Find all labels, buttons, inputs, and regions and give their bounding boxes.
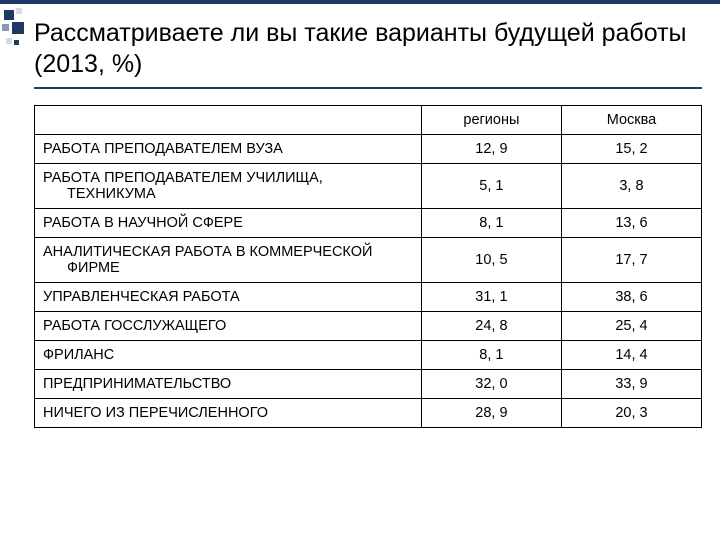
row-val-regions: 31, 1	[421, 282, 561, 311]
row-val-regions: 5, 1	[421, 163, 561, 208]
row-val-regions: 32, 0	[421, 369, 561, 398]
deco-square	[2, 24, 9, 31]
row-label-line2: ТЕХНИКУМА	[43, 186, 413, 202]
row-val-regions: 24, 8	[421, 311, 561, 340]
table-row: РАБОТА В НАУЧНОЙ СФЕРЕ8, 113, 6	[35, 208, 702, 237]
row-label: РАБОТА В НАУЧНОЙ СФЕРЕ	[35, 208, 422, 237]
row-label: РАБОТА ПРЕПОДАВАТЕЛЕМ ВУЗА	[35, 134, 422, 163]
decorative-top-bar	[0, 0, 720, 4]
table-row: ПРЕДПРИНИМАТЕЛЬСТВО32, 033, 9	[35, 369, 702, 398]
row-label-line2: ФИРМЕ	[43, 260, 413, 276]
data-table: регионы Москва РАБОТА ПРЕПОДАВАТЕЛЕМ ВУЗ…	[34, 105, 702, 428]
header-col-1: регионы	[421, 105, 561, 134]
decorative-left-squares	[0, 0, 24, 540]
table-row: АНАЛИТИЧЕСКАЯ РАБОТА В КОММЕРЧЕСКОЙФИРМЕ…	[35, 237, 702, 282]
row-label: РАБОТА ГОССЛУЖАЩЕГО	[35, 311, 422, 340]
table-body: РАБОТА ПРЕПОДАВАТЕЛЕМ ВУЗА12, 915, 2РАБО…	[35, 134, 702, 427]
header-empty	[35, 105, 422, 134]
row-val-moscow: 17, 7	[561, 237, 701, 282]
row-val-moscow: 25, 4	[561, 311, 701, 340]
table-row: УПРАВЛЕНЧЕСКАЯ РАБОТА31, 138, 6	[35, 282, 702, 311]
row-val-regions: 8, 1	[421, 340, 561, 369]
row-val-regions: 8, 1	[421, 208, 561, 237]
row-val-moscow: 15, 2	[561, 134, 701, 163]
table-row: РАБОТА ПРЕПОДАВАТЕЛЕМ ВУЗА12, 915, 2	[35, 134, 702, 163]
row-val-regions: 12, 9	[421, 134, 561, 163]
row-label: ФРИЛАНС	[35, 340, 422, 369]
row-val-moscow: 20, 3	[561, 398, 701, 427]
table-row: РАБОТА ГОССЛУЖАЩЕГО24, 825, 4	[35, 311, 702, 340]
slide-title: Рассматриваете ли вы такие варианты буду…	[34, 18, 702, 81]
row-val-moscow: 14, 4	[561, 340, 701, 369]
row-val-moscow: 33, 9	[561, 369, 701, 398]
table-header-row: регионы Москва	[35, 105, 702, 134]
table-row: НИЧЕГО ИЗ ПЕРЕЧИСЛЕННОГО28, 920, 3	[35, 398, 702, 427]
slide-content: Рассматриваете ли вы такие варианты буду…	[34, 18, 702, 428]
row-label: ПРЕДПРИНИМАТЕЛЬСТВО	[35, 369, 422, 398]
deco-square	[12, 22, 24, 34]
row-label: РАБОТА ПРЕПОДАВАТЕЛЕМ УЧИЛИЩА,ТЕХНИКУМА	[35, 163, 422, 208]
row-val-regions: 28, 9	[421, 398, 561, 427]
deco-square	[4, 10, 14, 20]
table-row: РАБОТА ПРЕПОДАВАТЕЛЕМ УЧИЛИЩА,ТЕХНИКУМА5…	[35, 163, 702, 208]
deco-square	[16, 8, 22, 14]
deco-square	[14, 40, 19, 45]
header-col-2: Москва	[561, 105, 701, 134]
row-val-regions: 10, 5	[421, 237, 561, 282]
row-label: АНАЛИТИЧЕСКАЯ РАБОТА В КОММЕРЧЕСКОЙФИРМЕ	[35, 237, 422, 282]
row-val-moscow: 3, 8	[561, 163, 701, 208]
deco-square	[6, 38, 12, 44]
row-label: НИЧЕГО ИЗ ПЕРЕЧИСЛЕННОГО	[35, 398, 422, 427]
table-row: ФРИЛАНС8, 114, 4	[35, 340, 702, 369]
row-val-moscow: 13, 6	[561, 208, 701, 237]
title-underline	[34, 87, 702, 89]
row-val-moscow: 38, 6	[561, 282, 701, 311]
row-label: УПРАВЛЕНЧЕСКАЯ РАБОТА	[35, 282, 422, 311]
